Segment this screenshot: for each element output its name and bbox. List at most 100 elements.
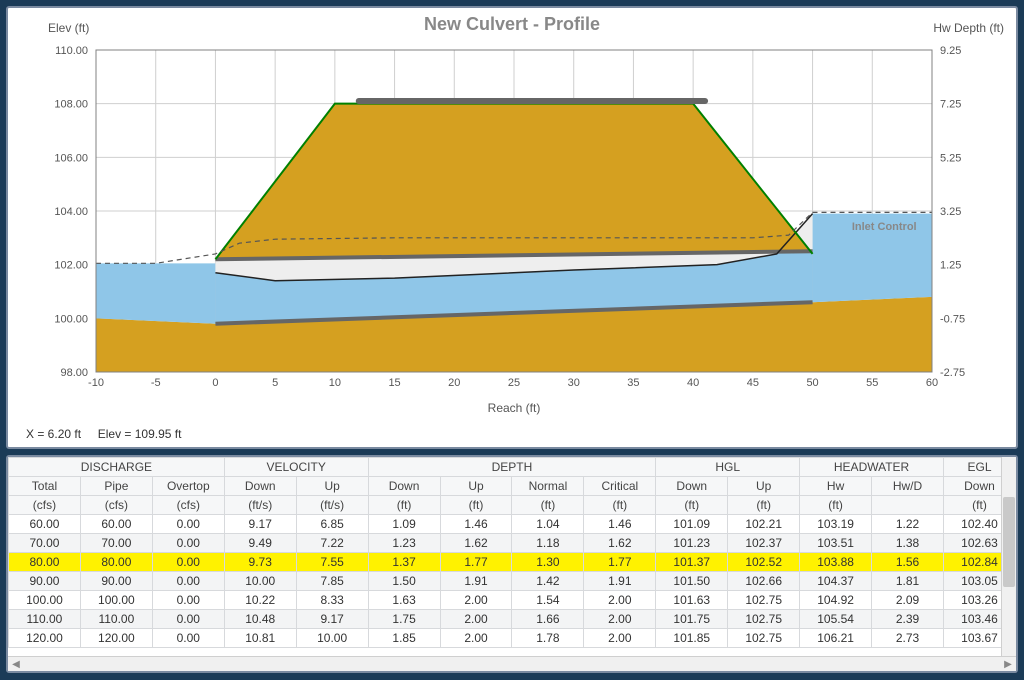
table-cell[interactable]: 70.00 [80,534,152,553]
table-cell[interactable]: 70.00 [9,534,81,553]
column-header[interactable]: Up [296,477,368,496]
table-cell[interactable]: 10.22 [224,591,296,610]
scroll-left-icon[interactable]: ◀ [8,657,24,671]
table-cell[interactable]: 7.85 [296,572,368,591]
table-cell[interactable]: 1.38 [872,534,944,553]
table-row[interactable]: 110.00110.000.0010.489.171.752.001.662.0… [9,610,1016,629]
table-cell[interactable]: 1.46 [440,515,512,534]
column-header[interactable]: Overtop [152,477,224,496]
column-header[interactable]: Hw/D [872,477,944,496]
table-cell[interactable]: 80.00 [9,553,81,572]
table-cell[interactable]: 101.63 [656,591,728,610]
table-cell[interactable]: 9.17 [296,610,368,629]
table-cell[interactable]: 2.00 [584,610,656,629]
table-cell[interactable]: 0.00 [152,591,224,610]
table-row[interactable]: 90.0090.000.0010.007.851.501.911.421.911… [9,572,1016,591]
column-header[interactable]: Down [368,477,440,496]
table-cell[interactable]: 104.92 [800,591,872,610]
table-row[interactable]: 70.0070.000.009.497.221.231.621.181.6210… [9,534,1016,553]
horizontal-scrollbar[interactable]: ◀ ▶ [8,656,1016,671]
table-cell[interactable]: 1.04 [512,515,584,534]
table-cell[interactable]: 1.22 [872,515,944,534]
table-cell[interactable]: 1.91 [584,572,656,591]
table-cell[interactable]: 1.77 [440,553,512,572]
table-cell[interactable]: 102.52 [728,553,800,572]
table-cell[interactable]: 1.62 [584,534,656,553]
table-row[interactable]: 120.00120.000.0010.8110.001.852.001.782.… [9,629,1016,648]
table-cell[interactable]: 7.55 [296,553,368,572]
table-cell[interactable]: 0.00 [152,629,224,648]
table-cell[interactable]: 1.78 [512,629,584,648]
table-cell[interactable]: 10.48 [224,610,296,629]
table-cell[interactable]: 10.00 [224,572,296,591]
table-cell[interactable]: 110.00 [80,610,152,629]
table-cell[interactable]: 1.77 [584,553,656,572]
table-cell[interactable]: 1.42 [512,572,584,591]
table-cell[interactable]: 1.56 [872,553,944,572]
table-cell[interactable]: 102.37 [728,534,800,553]
table-cell[interactable]: 102.75 [728,591,800,610]
table-cell[interactable]: 103.19 [800,515,872,534]
column-header[interactable]: Critical [584,477,656,496]
column-header[interactable]: Total [9,477,81,496]
table-cell[interactable]: 10.81 [224,629,296,648]
table-cell[interactable]: 1.81 [872,572,944,591]
table-cell[interactable]: 120.00 [9,629,81,648]
table-cell[interactable]: 0.00 [152,534,224,553]
table-cell[interactable]: 103.88 [800,553,872,572]
vertical-scrollbar-thumb[interactable] [1003,497,1015,587]
column-header[interactable]: Up [440,477,512,496]
table-cell[interactable]: 102.66 [728,572,800,591]
table-cell[interactable]: 1.62 [440,534,512,553]
table-cell[interactable]: 2.00 [584,629,656,648]
table-cell[interactable]: 101.75 [656,610,728,629]
table-cell[interactable]: 0.00 [152,610,224,629]
table-cell[interactable]: 9.49 [224,534,296,553]
table-cell[interactable]: 101.23 [656,534,728,553]
profile-chart[interactable]: New Culvert - ProfileElev (ft)Hw Depth (… [8,8,1016,418]
table-cell[interactable]: 2.39 [872,610,944,629]
table-cell[interactable]: 102.21 [728,515,800,534]
table-cell[interactable]: 105.54 [800,610,872,629]
table-cell[interactable]: 9.73 [224,553,296,572]
results-table[interactable]: DISCHARGEVELOCITYDEPTHHGLHEADWATEREGLTot… [8,457,1016,648]
table-cell[interactable]: 1.91 [440,572,512,591]
table-scroll-area[interactable]: DISCHARGEVELOCITYDEPTHHGLHEADWATEREGLTot… [8,457,1016,657]
table-cell[interactable]: 1.85 [368,629,440,648]
table-cell[interactable]: 90.00 [80,572,152,591]
column-header[interactable]: Pipe [80,477,152,496]
vertical-scrollbar[interactable] [1001,457,1016,657]
table-cell[interactable]: 1.23 [368,534,440,553]
column-header[interactable]: Down [224,477,296,496]
table-cell[interactable]: 2.73 [872,629,944,648]
table-cell[interactable]: 0.00 [152,572,224,591]
table-cell[interactable]: 1.75 [368,610,440,629]
column-header[interactable]: Down [656,477,728,496]
table-cell[interactable]: 2.09 [872,591,944,610]
table-row[interactable]: 80.0080.000.009.737.551.371.771.301.7710… [9,553,1016,572]
column-header[interactable]: Up [728,477,800,496]
table-cell[interactable]: 100.00 [80,591,152,610]
table-cell[interactable]: 1.09 [368,515,440,534]
scroll-right-icon[interactable]: ▶ [1000,657,1016,671]
table-cell[interactable]: 104.37 [800,572,872,591]
table-cell[interactable]: 6.85 [296,515,368,534]
table-cell[interactable]: 60.00 [80,515,152,534]
table-cell[interactable]: 102.75 [728,629,800,648]
table-cell[interactable]: 1.54 [512,591,584,610]
table-cell[interactable]: 10.00 [296,629,368,648]
table-cell[interactable]: 2.00 [440,591,512,610]
table-cell[interactable]: 101.85 [656,629,728,648]
table-cell[interactable]: 1.63 [368,591,440,610]
column-header[interactable]: Normal [512,477,584,496]
table-cell[interactable]: 0.00 [152,553,224,572]
table-cell[interactable]: 1.46 [584,515,656,534]
table-cell[interactable]: 2.00 [440,629,512,648]
table-cell[interactable]: 60.00 [9,515,81,534]
table-cell[interactable]: 100.00 [9,591,81,610]
table-cell[interactable]: 90.00 [9,572,81,591]
table-cell[interactable]: 1.66 [512,610,584,629]
table-cell[interactable]: 2.00 [584,591,656,610]
table-cell[interactable]: 1.30 [512,553,584,572]
table-row[interactable]: 100.00100.000.0010.228.331.632.001.542.0… [9,591,1016,610]
